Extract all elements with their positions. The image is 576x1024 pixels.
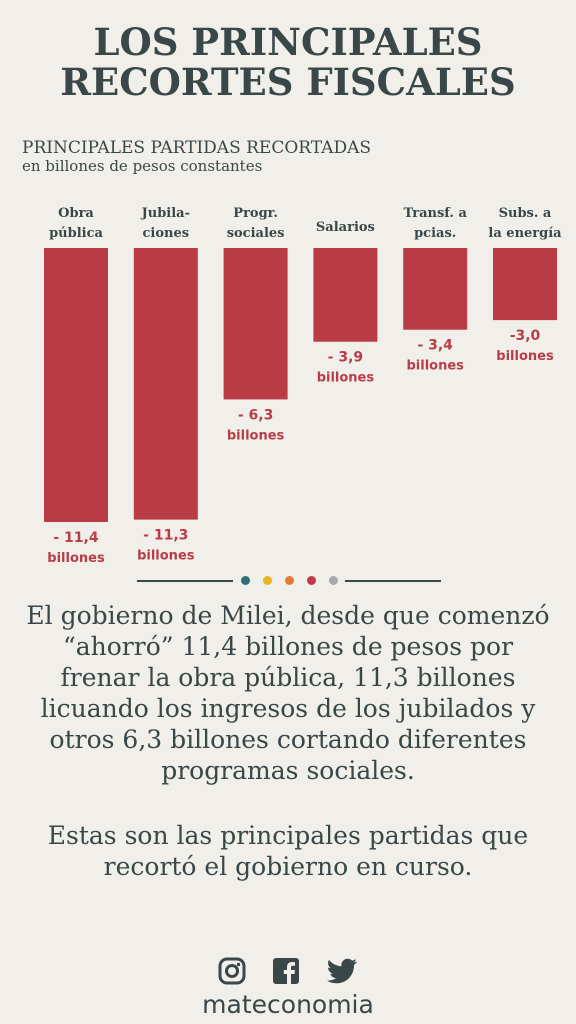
value-label: - 3,9 <box>328 350 364 366</box>
value-label: - 11,4 <box>53 530 98 546</box>
twitter-icon[interactable] <box>326 957 358 989</box>
category-label: Obra pública <box>49 206 103 241</box>
chart-unit-note: en billones de pesos constantes <box>22 157 263 175</box>
page-title: LOS PRINCIPALES RECORTES FISCALES <box>0 22 576 102</box>
brand-name: mateconomia <box>202 990 374 1019</box>
bar <box>403 248 468 330</box>
unit-label: billones <box>406 359 464 374</box>
instagram-icon[interactable] <box>218 957 246 989</box>
unit-label: billones <box>227 428 285 443</box>
divider-dot-red <box>307 576 316 585</box>
divider-dot-orange <box>285 576 294 585</box>
title-line-2: RECORTES FISCALES <box>60 60 516 104</box>
value-label: - 6,3 <box>238 407 274 423</box>
category-label: Transf. a pcias. <box>404 206 468 241</box>
category-label: Salarios <box>316 220 375 235</box>
title-line-1: LOS PRINCIPALES <box>93 20 483 64</box>
summary-paragraph: El gobierno de Milei, desde que comenzó … <box>26 601 550 785</box>
bar-chart: Obra pública - 11,4 billones Jubila-ciones - … <box>44 206 562 566</box>
unit-label: billones <box>317 371 375 386</box>
unit-label: billones <box>137 549 195 564</box>
divider-line-right <box>345 580 441 582</box>
category-label: Jubila-ciones <box>141 206 190 241</box>
category-label: Subs. a la energía <box>488 206 562 241</box>
divider-dot-yellow <box>263 576 272 585</box>
bar <box>493 248 557 321</box>
bar <box>313 248 378 342</box>
chart-subtitle: PRINCIPALES PARTIDAS RECORTADAS en billo… <box>22 138 371 175</box>
bar <box>133 248 198 520</box>
chart-title: PRINCIPALES PARTIDAS RECORTADAS <box>22 138 372 158</box>
divider-dot-teal <box>241 576 250 585</box>
divider-line-left <box>137 580 233 582</box>
value-label: - 11,3 <box>143 528 188 544</box>
bar <box>44 248 108 522</box>
divider <box>137 574 441 588</box>
divider-dot-gray <box>329 576 338 585</box>
closing-paragraph: Estas son las principales partidas que r… <box>47 821 529 881</box>
value-label: -3,0 <box>510 328 541 344</box>
facebook-icon[interactable] <box>272 957 300 989</box>
footer: mateconomia <box>0 957 576 1019</box>
category-label: Progr. sociales <box>227 206 285 241</box>
unit-label: billones <box>496 349 554 364</box>
value-label: - 3,4 <box>417 338 453 354</box>
unit-label: billones <box>47 551 105 566</box>
bar <box>223 248 288 400</box>
